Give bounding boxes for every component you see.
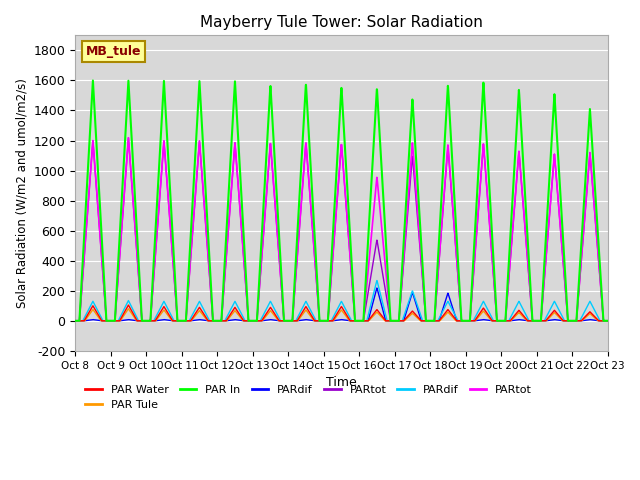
- Text: MB_tule: MB_tule: [86, 45, 141, 58]
- X-axis label: Time: Time: [326, 376, 356, 389]
- Legend: PAR Water, PAR Tule, PAR In, PARdif, PARtot, PARdif, PARtot: PAR Water, PAR Tule, PAR In, PARdif, PAR…: [81, 380, 536, 415]
- Y-axis label: Solar Radiation (W/m2 and umol/m2/s): Solar Radiation (W/m2 and umol/m2/s): [15, 78, 28, 308]
- Title: Mayberry Tule Tower: Solar Radiation: Mayberry Tule Tower: Solar Radiation: [200, 15, 483, 30]
